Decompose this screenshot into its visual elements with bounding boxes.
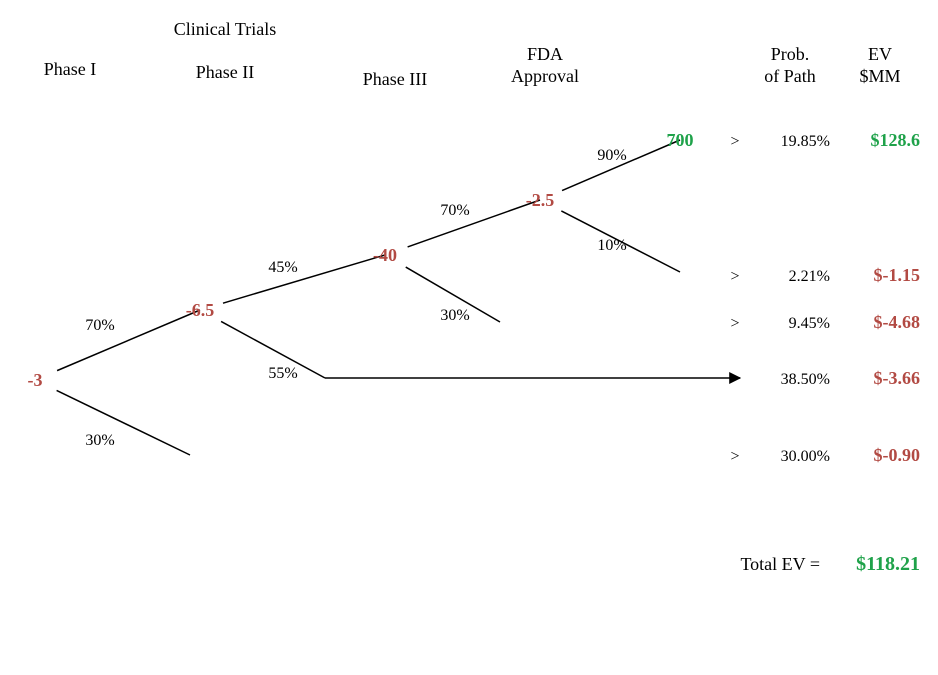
header-fda-1: FDA xyxy=(527,44,563,64)
header-fda-2: Approval xyxy=(511,66,579,86)
path-ev: $-3.66 xyxy=(874,368,921,388)
tree-edge xyxy=(57,390,190,455)
edge-prob: 45% xyxy=(268,259,297,276)
tree-edge xyxy=(408,200,540,247)
path-ev: $-4.68 xyxy=(874,312,921,332)
edge-prob: 70% xyxy=(440,202,469,219)
path-ev: $-0.90 xyxy=(874,445,921,465)
node-n3: -2.5 xyxy=(526,190,555,210)
path-prob: 9.45% xyxy=(789,315,830,332)
edge-prob: 30% xyxy=(85,432,114,449)
decision-tree: Clinical Trials Phase I Phase II Phase III F… xyxy=(0,0,938,675)
tree-edge xyxy=(223,255,385,303)
total-ev-label: Total EV = xyxy=(740,554,820,574)
gt-icon: > xyxy=(730,315,739,332)
header-clinical-trials: Clinical Trials xyxy=(174,19,277,39)
header-ev-2: $MM xyxy=(859,66,900,86)
path-prob: 19.85% xyxy=(781,133,830,150)
path-ev: $128.6 xyxy=(871,130,921,150)
path-prob: 30.00% xyxy=(781,448,830,465)
header-phase3: Phase III xyxy=(363,69,427,89)
header-prob-1: Prob. xyxy=(771,44,810,64)
tree-edge xyxy=(57,310,200,371)
node-n0: -3 xyxy=(28,370,43,390)
edge-prob: 10% xyxy=(597,237,626,254)
edge-prob: 30% xyxy=(440,307,469,324)
gt-icon: > xyxy=(730,448,739,465)
path-prob: 2.21% xyxy=(789,268,830,285)
node-n1: -6.5 xyxy=(186,300,215,320)
header-ev-1: EV xyxy=(868,44,892,64)
header-prob-2: of Path xyxy=(764,66,816,86)
path-ev: $-1.15 xyxy=(874,265,921,285)
gt-icon: > xyxy=(730,268,739,285)
path-prob: 38.50% xyxy=(781,371,830,388)
edge-prob: 55% xyxy=(268,365,297,382)
edge-prob: 70% xyxy=(85,317,114,334)
edge-prob: 90% xyxy=(597,147,626,164)
gt-icon: > xyxy=(730,133,739,150)
header-phase2: Phase II xyxy=(196,62,254,82)
header-phase1: Phase I xyxy=(44,59,97,79)
node-n2: -40 xyxy=(373,245,397,265)
total-ev-value: $118.21 xyxy=(856,553,920,575)
node-n4: 700 xyxy=(667,130,694,150)
